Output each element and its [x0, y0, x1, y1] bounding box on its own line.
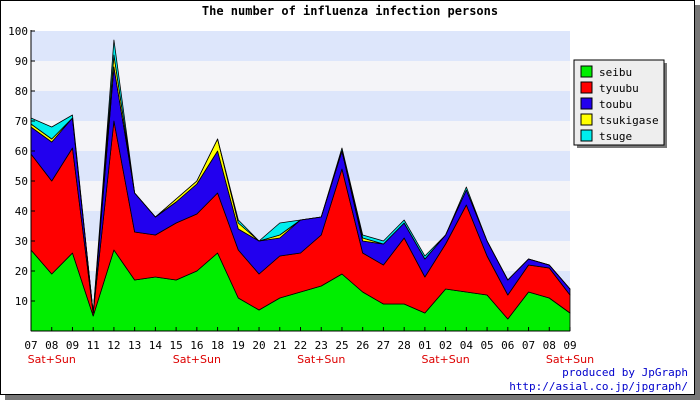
legend: seibu tyuubu toubu tsukigase tsuge [573, 59, 667, 148]
legend-label-toubu: toubu [599, 98, 632, 111]
legend-swatch-tsuge [580, 129, 593, 142]
x-tick-label: 02 [439, 339, 452, 352]
legend-swatch-toubu [580, 97, 593, 110]
legend-swatch-seibu [580, 65, 593, 78]
x-tick-label: 27 [377, 339, 390, 352]
weekend-marker-label: Sat+Sun [546, 353, 594, 366]
y-tick-label: 20 [15, 265, 28, 278]
weekend-marker-label: Sat+Sun [297, 353, 345, 366]
weekend-marker-label: Sat+Sun [422, 353, 470, 366]
x-tick-label: 09 [66, 339, 79, 352]
x-tick-label: 14 [149, 339, 163, 352]
legend-swatch-tyuubu [580, 81, 593, 94]
stacked-areas [30, 39, 571, 332]
area-tsuge [30, 39, 571, 314]
x-tick-label: 05 [480, 339, 493, 352]
x-tick-label: 19 [232, 339, 245, 352]
credit-produced-by: produced by JpGraph [562, 366, 688, 379]
legend-label-seibu: seibu [599, 66, 632, 79]
y-tick-label: 50 [15, 175, 28, 188]
x-tick-label: 20 [252, 339, 265, 352]
x-tick-label: 21 [273, 339, 286, 352]
weekend-marker-label: Sat+Sun [173, 353, 221, 366]
grid-band [31, 61, 570, 91]
x-tick-label: 08 [543, 339, 556, 352]
x-tick-label: 07 [522, 339, 535, 352]
x-tick-label: 06 [501, 339, 514, 352]
x-tick-label: 11 [87, 339, 100, 352]
legend-label-tsuge: tsuge [599, 130, 632, 143]
x-tick-label: 13 [128, 339, 141, 352]
legend-label-tsukigase: tsukigase [599, 114, 659, 127]
y-tick-label: 10 [15, 295, 28, 308]
y-tick-label: 60 [15, 145, 28, 158]
x-tick-label: 12 [107, 339, 120, 352]
x-tick-label: 23 [315, 339, 328, 352]
legend-label-tyuubu: tyuubu [599, 82, 639, 95]
x-tick-label: 07 [24, 339, 37, 352]
credit-url[interactable]: http://asial.co.jp/jpgraph/ [509, 380, 688, 393]
x-tick-label: 18 [211, 339, 224, 352]
x-tick-label: 16 [190, 339, 203, 352]
y-tick-label: 40 [15, 205, 28, 218]
axes: 10 20 30 40 50 60 70 80 90 100 07 08 09 11 12 13 14 15 16 1… [8, 25, 594, 366]
x-tick-label: 15 [169, 339, 182, 352]
y-tick-label: 80 [15, 85, 28, 98]
legend-swatch-tsukigase [580, 113, 593, 126]
y-tick-label: 90 [15, 55, 28, 68]
x-tick-label: 04 [460, 339, 474, 352]
y-tick-label: 30 [15, 235, 28, 248]
x-tick-label: 08 [45, 339, 58, 352]
x-tick-label: 01 [418, 339, 431, 352]
y-tick-label: 70 [15, 115, 28, 128]
x-tick-label: 28 [398, 339, 411, 352]
x-tick-label: 25 [335, 339, 348, 352]
weekend-marker-label: Sat+Sun [28, 353, 76, 366]
chart-title: The number of influenza infection person… [202, 4, 498, 18]
x-tick-label: 22 [294, 339, 307, 352]
grid-band [31, 31, 570, 61]
x-tick-label: 26 [356, 339, 369, 352]
y-tick-label: 100 [8, 25, 28, 38]
x-tick-label: 09 [563, 339, 576, 352]
